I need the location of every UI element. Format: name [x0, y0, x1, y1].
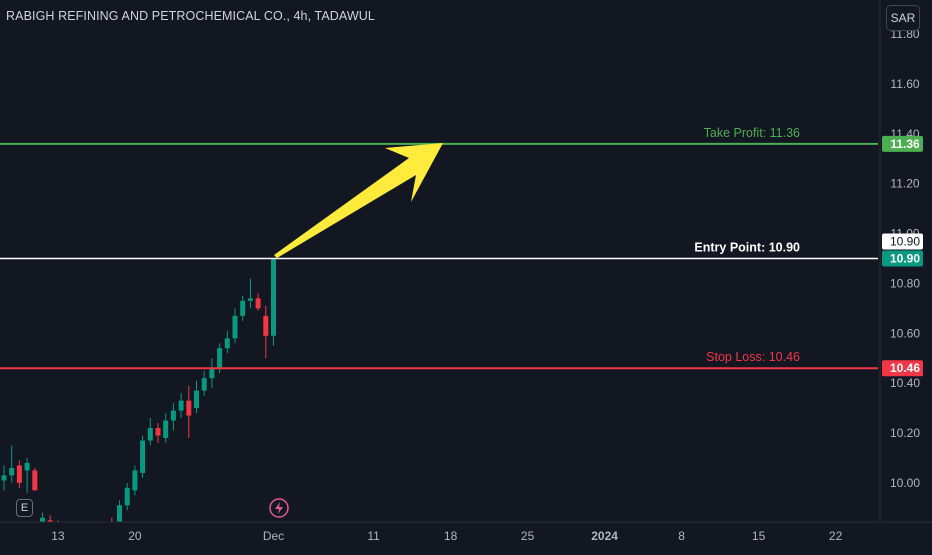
- price-tick-label: 10.20: [890, 426, 920, 440]
- price-tick-label: 10.40: [890, 376, 920, 390]
- candle-body: [47, 520, 53, 522]
- price-axis: 10.0010.2010.4010.6010.8011.0011.2011.40…: [879, 0, 932, 550]
- candle-body: [1, 475, 7, 481]
- time-tick-label: 11: [367, 529, 380, 543]
- take_profit-label: Take Profit: 11.36: [704, 126, 800, 140]
- lightning-icon: [269, 498, 289, 518]
- levels-layer: Take Profit: 11.36 Entry Point: 10.90 Stop…: [0, 126, 878, 370]
- candle-body: [186, 400, 192, 416]
- candle-body: [224, 338, 230, 349]
- candle-body: [24, 462, 30, 471]
- candle-body: [32, 470, 38, 491]
- price-tick-label: 10.60: [890, 326, 920, 340]
- lightning-glyph: [275, 502, 283, 514]
- current-price-badge: [882, 233, 923, 250]
- time-tick-label: Dec: [263, 529, 284, 543]
- price-tick-label: 11.60: [890, 77, 919, 91]
- candle-body: [217, 348, 223, 369]
- candle-body: [240, 300, 246, 316]
- earnings-badge[interactable]: E: [16, 499, 33, 517]
- entry-badge: [882, 250, 923, 267]
- candle-body: [194, 390, 199, 409]
- candle-body: [271, 258, 276, 336]
- candles-layer: [1, 258, 276, 532]
- candle-body: [255, 298, 261, 309]
- price-tick-label: 10.00: [890, 476, 920, 490]
- candle-body: [132, 470, 138, 491]
- take_profit-badge-label: 11.36: [890, 137, 920, 151]
- candle-body: [163, 420, 169, 439]
- current-price-label: 10.90: [890, 235, 920, 249]
- price-tick-label: 10.80: [890, 276, 920, 290]
- time-tick-label: 20: [128, 529, 142, 543]
- candle-body: [40, 517, 45, 522]
- yellow-arrow-icon: [274, 143, 443, 258]
- time-tick-label: 2024: [591, 529, 618, 543]
- candle-body: [140, 440, 146, 473]
- entry-label: Entry Point: 10.90: [694, 241, 800, 255]
- candle-body: [201, 378, 207, 391]
- time-tick-label: 15: [752, 529, 766, 543]
- stop_loss-badge: [882, 360, 923, 377]
- time-tick-label: 8: [678, 529, 685, 543]
- candle-body: [178, 400, 184, 411]
- candle-body: [263, 315, 269, 336]
- stop_loss-badge-label: 10.46: [890, 361, 920, 375]
- time-tick-label: 18: [444, 529, 458, 543]
- time-tick-label: 25: [521, 529, 535, 543]
- price-tick-label: 11.20: [890, 177, 919, 191]
- currency-button[interactable]: SAR: [886, 5, 920, 31]
- stop_loss-label: Stop Loss: 10.46: [706, 350, 800, 364]
- candle-body: [209, 368, 215, 379]
- chart-title: RABIGH REFINING AND PETROCHEMICAL CO., 4…: [6, 9, 375, 23]
- time-axis-bg: [0, 522, 932, 550]
- candle-body: [170, 410, 176, 421]
- entry-badge-label: 10.90: [890, 252, 920, 266]
- take_profit-badge: [882, 135, 923, 152]
- candle-body: [155, 428, 161, 436]
- candle-body: [247, 298, 253, 301]
- time-tick-label: 13: [51, 529, 65, 543]
- time-axis: 13 20 Dec 11 18 25 2024 8 15 22: [0, 498, 932, 550]
- candle-body: [147, 428, 153, 441]
- candle-body: [124, 487, 130, 506]
- candle-body: [117, 505, 122, 522]
- time-tick-label: 22: [829, 529, 843, 543]
- arrow-layer: [274, 143, 443, 258]
- candle-body: [232, 315, 238, 339]
- candle-body: [16, 465, 22, 483]
- candle-body: [9, 467, 15, 476]
- price-axis-bg: [880, 0, 932, 550]
